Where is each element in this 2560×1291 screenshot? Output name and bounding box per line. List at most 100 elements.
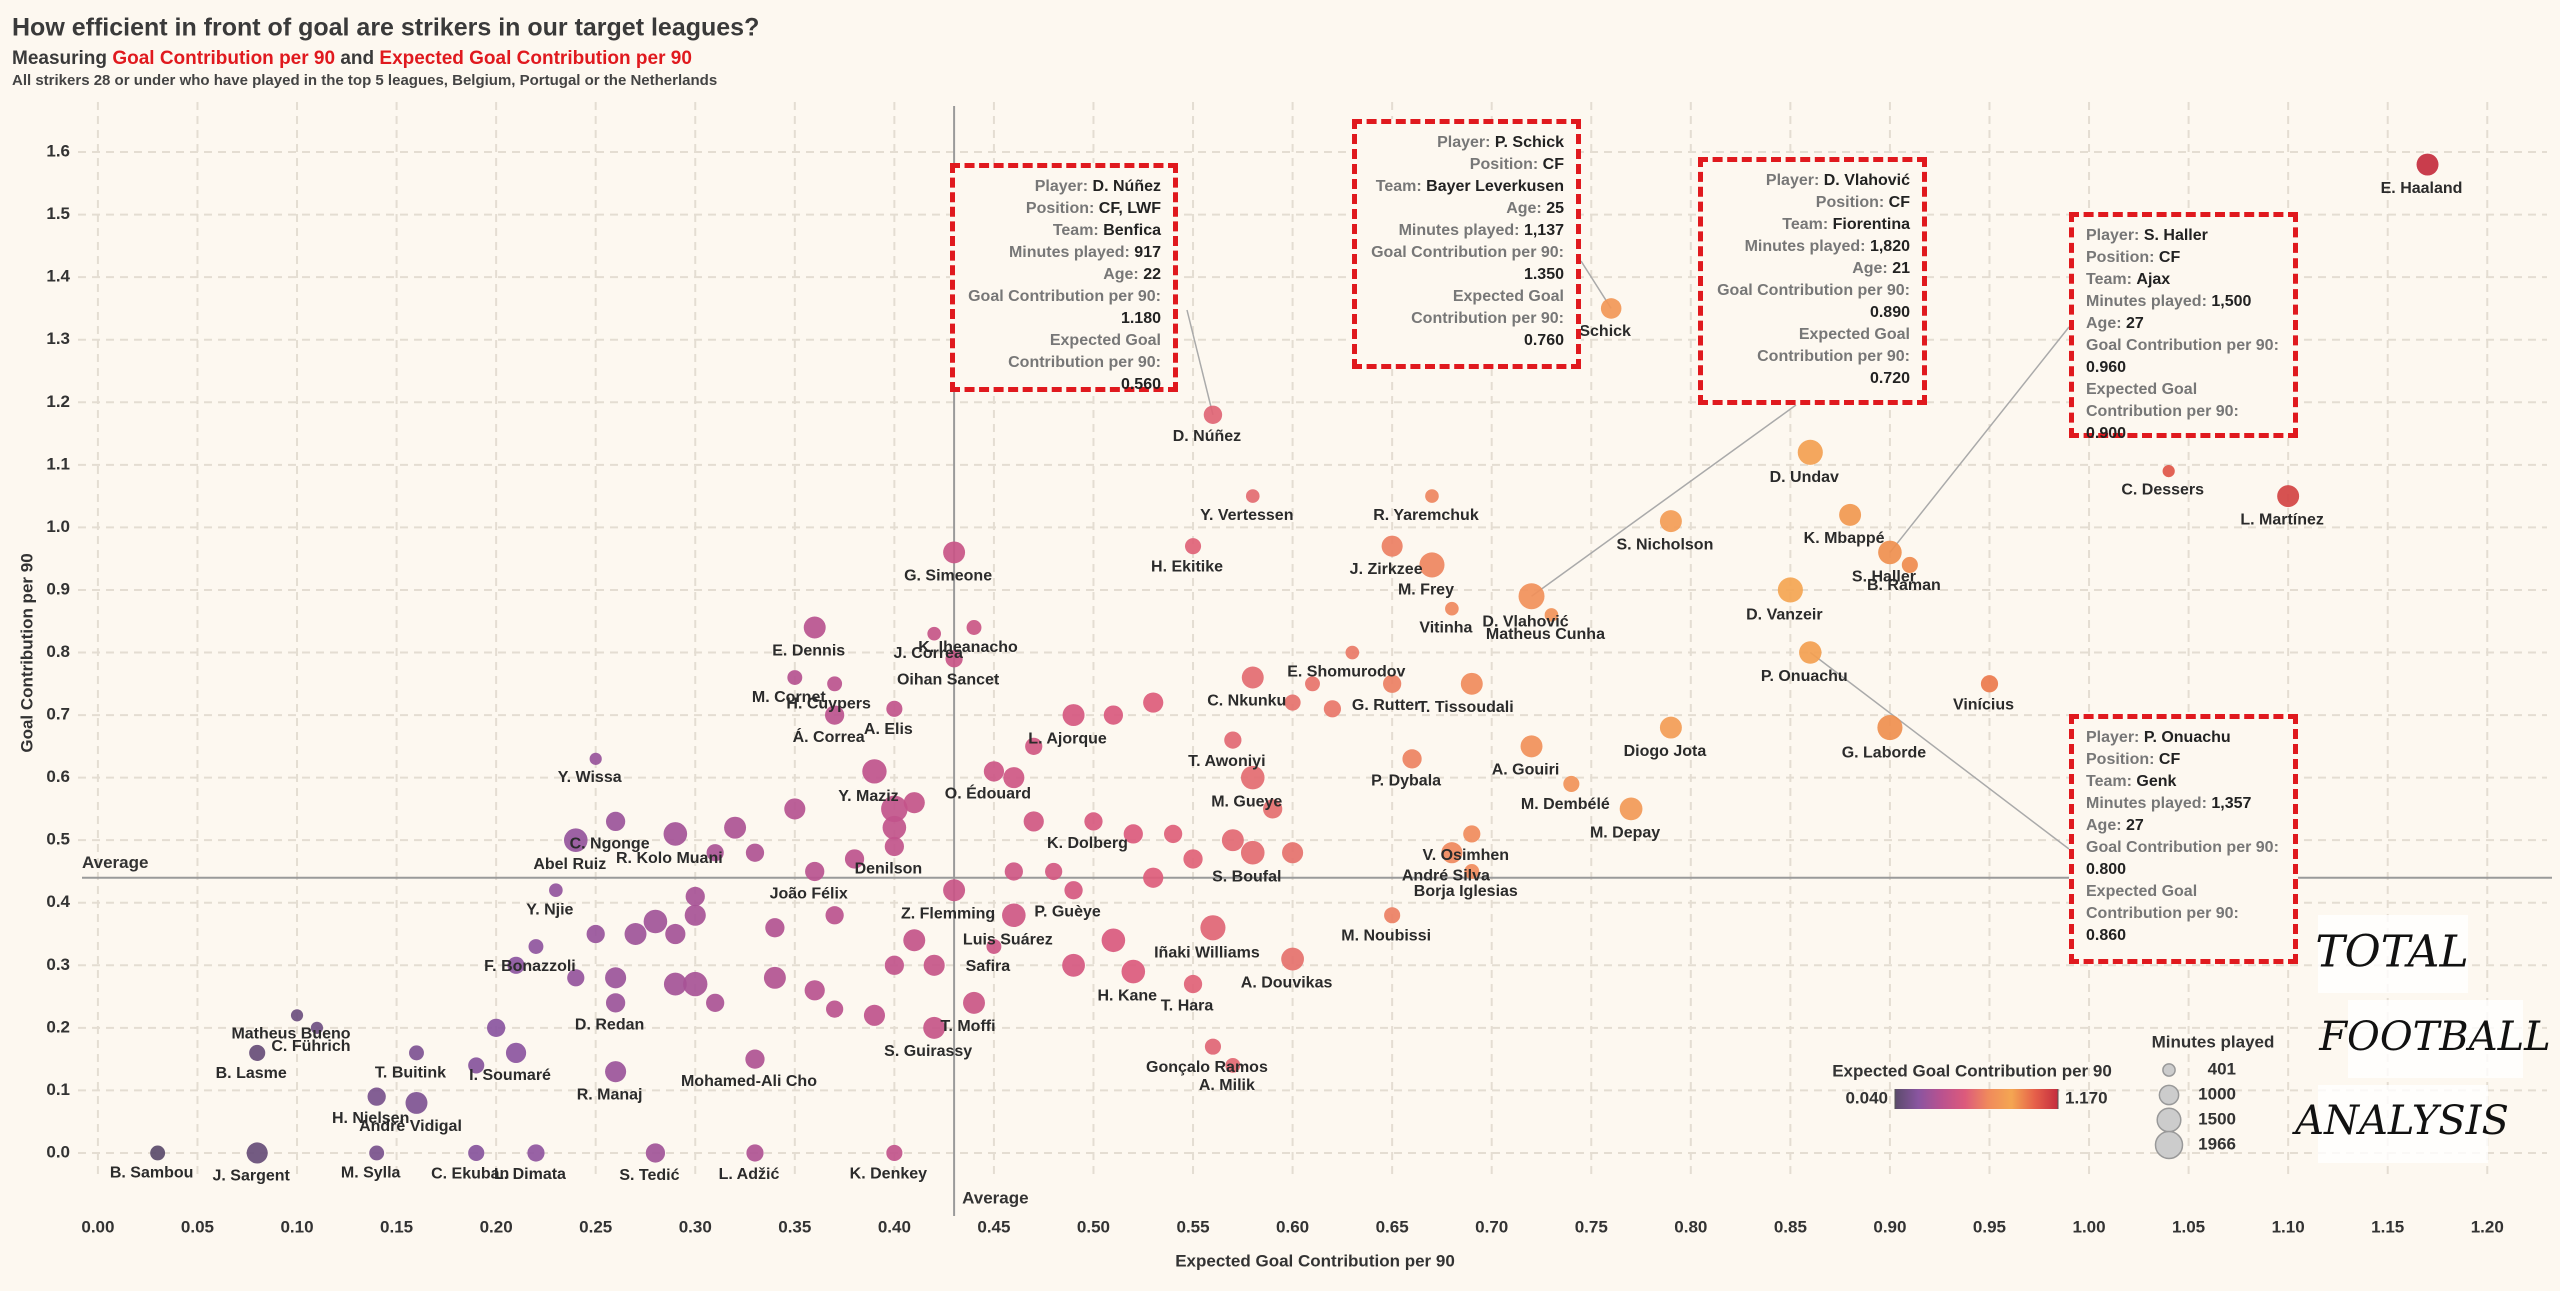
point — [369, 1145, 385, 1161]
point — [310, 1021, 324, 1034]
point — [586, 924, 605, 944]
annotation-value: 21 — [1892, 260, 1910, 277]
point — [1797, 439, 1823, 465]
point-label: Borja Iglesias — [1414, 883, 1518, 900]
point-label: Matheus Bueno — [231, 1026, 350, 1043]
point-label: D. Undav — [1770, 469, 1839, 486]
annotation-row: Position: CF — [1715, 192, 1910, 214]
point — [1003, 767, 1025, 789]
point-label: J. Correa — [893, 645, 962, 662]
point — [2162, 464, 2175, 478]
annotation-value: P. Onuachu — [2143, 729, 2231, 746]
point — [882, 815, 907, 840]
point-label: K. Denkey — [850, 1165, 927, 1182]
annotation-label: Goal Contribution per 90: — [968, 288, 1161, 305]
point-label: Diogo Jota — [1624, 743, 1707, 760]
point-labels: E. Haaland C. Dessers L. Martínez D. Undav K… — [110, 180, 2463, 1185]
annotation-row: Team: Ajax — [2086, 269, 2281, 291]
point-label: Oihan Sancet — [897, 672, 1000, 689]
point — [367, 1087, 386, 1106]
point — [1563, 775, 1580, 792]
x-tick-label: 0.00 — [81, 1217, 114, 1236]
point-label: T. Hara — [1161, 997, 1214, 1014]
logo: TOTAL FOOTBALL ANALYSIS — [2291, 915, 2551, 1163]
annotation-label: Team: — [2086, 773, 2132, 790]
point — [1121, 959, 1146, 984]
x-tick-label: 0.60 — [1276, 1217, 1309, 1236]
point — [1659, 510, 1682, 533]
point-label: F. Bonazzoli — [484, 958, 576, 975]
point — [1163, 824, 1183, 844]
point-label: M. Gueye — [1211, 794, 1282, 811]
point-label: H. Kane — [1098, 988, 1158, 1005]
annotation-label: Minutes played: — [1398, 222, 1520, 239]
x-tick-label: 1.20 — [2471, 1217, 2504, 1236]
y-tick-label: 0.5 — [46, 830, 70, 849]
annotation-label: Goal Contribution per 90: — [2086, 839, 2279, 856]
annotation-row: Goal Contribution per 90: 1.180 — [967, 286, 1161, 330]
annotation-value: D. Vlahović — [1823, 172, 1910, 189]
point — [665, 923, 686, 945]
point — [1023, 811, 1044, 832]
annotation-value: 1.350 — [1523, 266, 1564, 283]
annotation-row: Expected Goal Contribution per 90: 0.760 — [1369, 286, 1564, 352]
annotation-row: Age: 27 — [2086, 313, 2281, 335]
point — [1224, 731, 1242, 749]
point — [1025, 737, 1043, 755]
y-tick-label: 1.6 — [46, 142, 70, 161]
annotation-row: Minutes played: 917 — [967, 242, 1161, 264]
annotation-value: Fiorentina — [1832, 216, 1910, 233]
point-label: Y. Maziz — [838, 788, 898, 805]
annotation-label: Age: — [1506, 200, 1542, 217]
point-label: André Vidigal — [359, 1118, 462, 1135]
annotation-row: Position: CF — [2086, 247, 2281, 269]
point-label: André Silva — [1402, 867, 1490, 884]
point-label: L. Martínez — [2240, 511, 2324, 528]
point — [643, 909, 668, 934]
connector — [1809, 651, 2070, 850]
point — [884, 955, 904, 975]
annotation-box: Player: D. Núñez Position: CF, LWF Team: B… — [950, 163, 1178, 393]
annotation-value: 1.180 — [1120, 310, 1161, 327]
subtitle-part: Goal Contribution per 90 — [112, 48, 335, 69]
point — [567, 969, 585, 987]
annotation-row: Player: D. Vlahović — [1715, 170, 1910, 192]
x-tick-label: 0.55 — [1176, 1217, 1209, 1236]
point — [903, 929, 926, 952]
point — [290, 1009, 304, 1022]
size-legend-label: 401 — [2208, 1059, 2236, 1078]
point-label: J. Zirkzee — [1350, 561, 1423, 578]
point — [1002, 903, 1026, 928]
point-label: A. Milik — [1199, 1077, 1255, 1094]
point — [746, 1144, 764, 1162]
point — [1183, 974, 1203, 994]
point — [903, 792, 925, 814]
annotation-label: Minutes played: — [1008, 244, 1130, 261]
annotation-value: 25 — [1546, 200, 1564, 217]
logo-panel — [2318, 1085, 2488, 1163]
point-label: H. Ekitike — [1151, 558, 1223, 575]
annotation-connectors — [1186, 260, 2070, 850]
y-axis-title: Goal Contribution per 90 — [17, 553, 36, 752]
point-label: R. Manaj — [577, 1086, 643, 1103]
point — [1203, 405, 1223, 425]
annotation-label: Goal Contribution per 90: — [1717, 282, 1910, 299]
point-label: C. Führich — [271, 1038, 350, 1055]
point — [1263, 799, 1283, 819]
annotation-row: Position: CF — [1369, 154, 1564, 176]
x-axis-title: Expected Goal Contribution per 90 — [1175, 1251, 1455, 1270]
point — [1184, 538, 1202, 555]
x-tick-label: 0.15 — [380, 1217, 413, 1236]
annotation-box: Player: P. Onuachu Position: CF Team: Genk… — [2069, 714, 2298, 964]
point-label: R. Yaremchuk — [1373, 507, 1479, 524]
point — [805, 861, 825, 882]
point-label: G. Simeone — [904, 568, 992, 585]
annotation-value: Ajax — [2136, 271, 2171, 288]
point — [1402, 749, 1422, 769]
annotation-value: 0.560 — [1120, 376, 1161, 393]
point — [1240, 840, 1265, 865]
point — [1101, 928, 1126, 953]
point-label: E. Haaland — [2381, 180, 2463, 197]
point — [983, 761, 1005, 782]
chart-subtitle: Measuring Goal Contribution per 90 and E… — [12, 48, 692, 69]
